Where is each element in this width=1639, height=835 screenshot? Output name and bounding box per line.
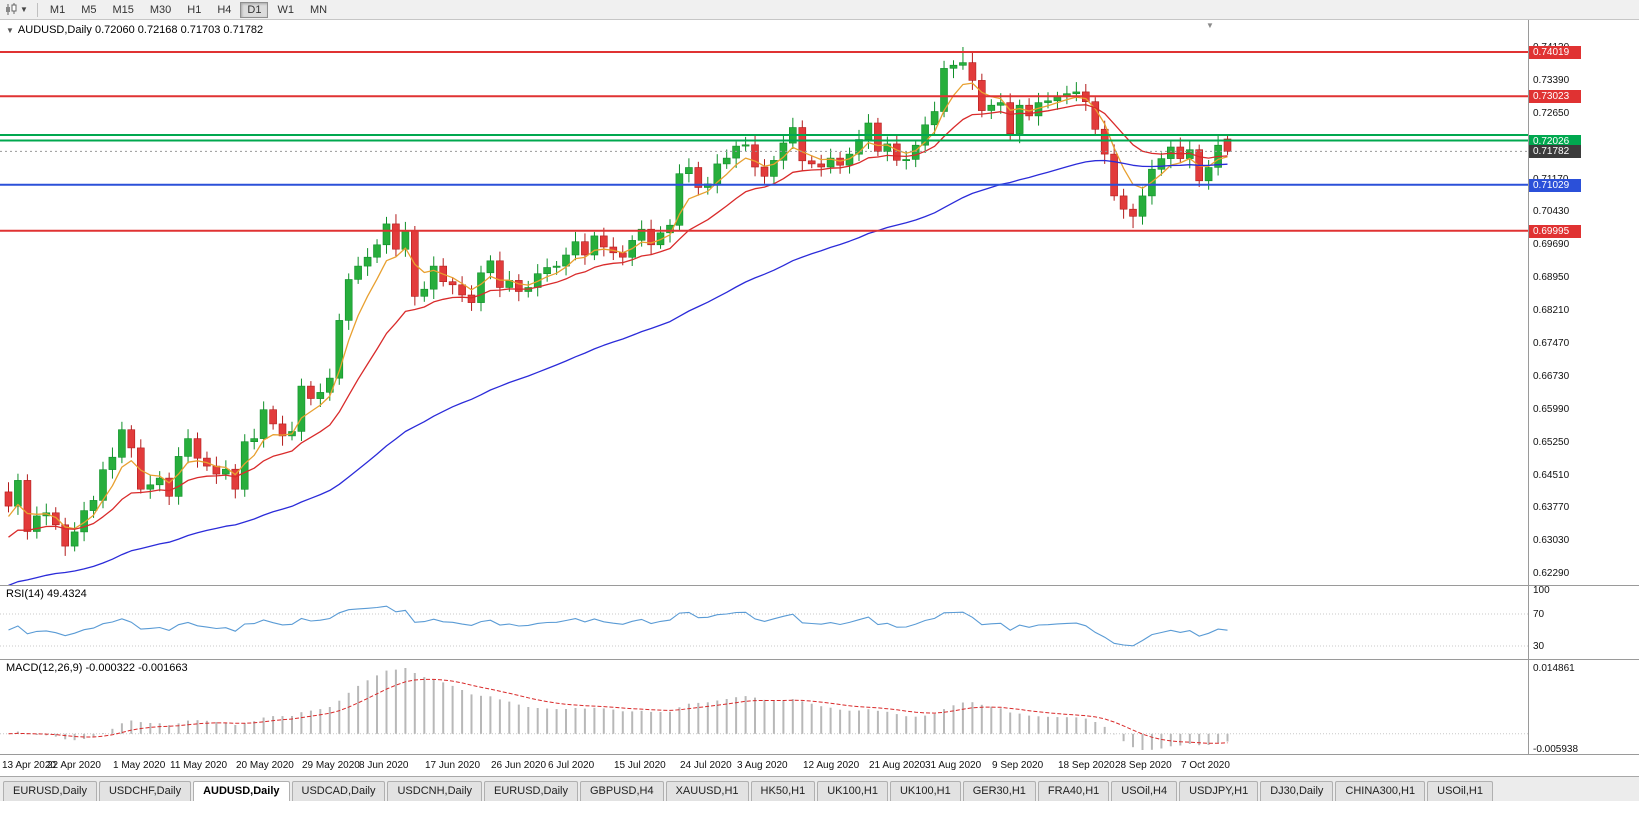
- chart-tab[interactable]: GBPUSD,H4: [580, 781, 664, 801]
- chart-tab[interactable]: USDCHF,Daily: [98, 781, 192, 801]
- rsi-indicator-label: RSI(14) 49.4324: [6, 588, 87, 600]
- chart-tab[interactable]: UK100,H1: [889, 781, 961, 801]
- top-toolbar: ▼ M1 M5 M15 M30 H1 H4 D1 W1 MN: [0, 0, 1639, 20]
- rsi-value: 49.4324: [46, 588, 87, 600]
- macd-panel-canvas[interactable]: [0, 660, 1529, 754]
- chart-tab[interactable]: USDCNH,Daily: [387, 781, 483, 801]
- status-bar: [0, 801, 1639, 835]
- toolbar-separator: [36, 2, 38, 17]
- collapse-arrow-icon[interactable]: ▼: [6, 26, 14, 35]
- main-chart-canvas[interactable]: [0, 20, 1529, 585]
- panel-separator[interactable]: [0, 659, 1639, 660]
- timeframe-button-h4[interactable]: H4: [217, 3, 232, 16]
- timeframe-button-mn[interactable]: MN: [309, 3, 328, 16]
- macd-histogram: [16, 668, 1229, 750]
- chart-tab[interactable]: USDCAD,Daily: [291, 781, 386, 801]
- panel-separator[interactable]: [0, 585, 1639, 586]
- chart-tab[interactable]: HK50,H1: [750, 781, 816, 801]
- chart-title-ohlc: 0.72060 0.72168 0.71703 0.71782: [94, 24, 264, 36]
- timeframe-buttons: M1 M5 M15 M30 H1 H4 D1 W1 MN: [43, 1, 334, 18]
- timeframe-button-d1[interactable]: D1: [240, 1, 269, 18]
- chart-tab[interactable]: XAUUSD,H1: [665, 781, 749, 801]
- time-axis[interactable]: [0, 755, 1528, 776]
- chart-tab[interactable]: AUDUSD,Daily: [193, 781, 290, 801]
- price-axis[interactable]: [1529, 20, 1639, 755]
- ma-mid-line: [8, 104, 1228, 538]
- rsi-panel-canvas[interactable]: [0, 586, 1529, 659]
- rsi-line: [8, 605, 1228, 647]
- timeframe-button-w1[interactable]: W1: [277, 3, 294, 16]
- timeframe-button-m30[interactable]: M30: [149, 3, 172, 16]
- chart-tab[interactable]: DJ30,Daily: [1260, 781, 1334, 801]
- timeframe-button-m1[interactable]: M1: [49, 3, 66, 16]
- chart-tab[interactable]: UK100,H1: [817, 781, 888, 801]
- chart-type-glyph: [6, 3, 17, 15]
- timeframe-button-m5[interactable]: M5: [81, 3, 97, 16]
- chart-tab[interactable]: EURUSD,Daily: [3, 781, 97, 801]
- dropdown-arrow-icon[interactable]: ▼: [20, 5, 28, 14]
- chart-tab[interactable]: GER30,H1: [962, 781, 1036, 801]
- timeframe-button-h1[interactable]: H1: [187, 3, 202, 16]
- panel-separator[interactable]: [0, 754, 1639, 755]
- ma-fast-line: [7, 82, 1228, 530]
- ma-slow-line: [8, 159, 1228, 585]
- chart-shift-marker[interactable]: ▼: [1206, 21, 1214, 30]
- chart-tab[interactable]: USOil,H4: [1111, 781, 1178, 801]
- macd-indicator-label: MACD(12,26,9) -0.000322 -0.001663: [6, 662, 188, 674]
- price-axis-separator[interactable]: [1528, 20, 1529, 755]
- chart-tab[interactable]: USOil,H1: [1427, 781, 1493, 801]
- chart-type-icon[interactable]: [4, 3, 18, 16]
- chart-title-symbol: AUDUSD,Daily: [17, 24, 92, 36]
- macd-signal-line: [8, 678, 1228, 744]
- rsi-name: RSI(14): [6, 588, 44, 600]
- macd-name: MACD(12,26,9): [6, 662, 83, 674]
- chart-tab[interactable]: FRA40,H1: [1037, 781, 1110, 801]
- timeframe-button-m15[interactable]: M15: [112, 3, 134, 16]
- chart-tab[interactable]: EURUSD,Daily: [484, 781, 578, 801]
- chart-title: ▼ AUDUSD,Daily 0.72060 0.72168 0.71703 0.…: [6, 24, 263, 36]
- macd-values: -0.000322 -0.001663: [85, 662, 188, 674]
- chart-tab[interactable]: CHINA300,H1: [1335, 781, 1426, 801]
- chart-tab-bar: EURUSD,Daily USDCHF,Daily AUDUSD,Daily USDC…: [0, 776, 1639, 801]
- chart-tab[interactable]: USDJPY,H1: [1179, 781, 1259, 801]
